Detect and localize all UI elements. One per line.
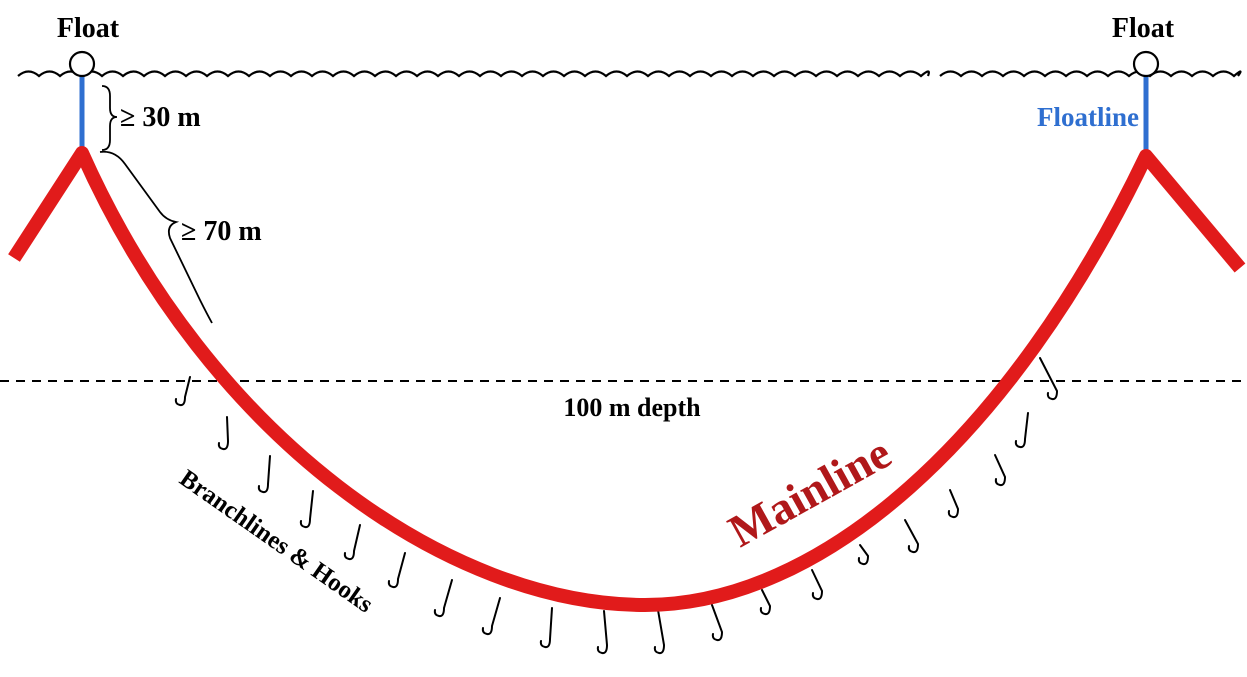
sea-surface-right [939, 70, 1242, 78]
branchline-hook [481, 597, 501, 636]
branchline-hook [257, 455, 271, 494]
mainline-label: Mainline [720, 427, 899, 557]
depth-70-label: ≥ 70 m [181, 216, 262, 247]
branchline-hook [299, 490, 314, 529]
mainline [8, 146, 1246, 612]
branchlines-hooks [174, 357, 1059, 655]
branchline-hook [1039, 357, 1059, 401]
branchline-hook [217, 416, 230, 451]
branchline-hook [433, 579, 453, 618]
branchline-hook [653, 609, 666, 655]
brace-30m [101, 85, 118, 151]
brace-70m [99, 150, 213, 324]
branchline-hook [811, 569, 824, 601]
branchline-hook [539, 607, 553, 649]
branchline-hook [1014, 412, 1029, 449]
branchline-hook [947, 489, 960, 519]
branchline-hook [857, 544, 870, 566]
floatline-label: Floatline [1037, 102, 1139, 132]
branchline-hook [387, 552, 406, 589]
branchline-hook [759, 589, 772, 616]
branchline-hook [174, 376, 191, 407]
float-right-label: Float [1112, 13, 1175, 44]
depth-30-label: ≥ 30 m [120, 102, 201, 133]
float-right-icon [1132, 50, 1160, 78]
branchline-hook [596, 610, 609, 655]
float-left-icon [68, 50, 96, 78]
float-left-label: Float [57, 13, 120, 44]
branchline-hook [904, 519, 920, 554]
depth-100-label: 100 m depth [563, 393, 701, 422]
branchline-hook [994, 454, 1007, 487]
branchline-hook [343, 524, 361, 561]
branchline-hook [711, 604, 724, 642]
sea-surface-left [17, 70, 930, 78]
